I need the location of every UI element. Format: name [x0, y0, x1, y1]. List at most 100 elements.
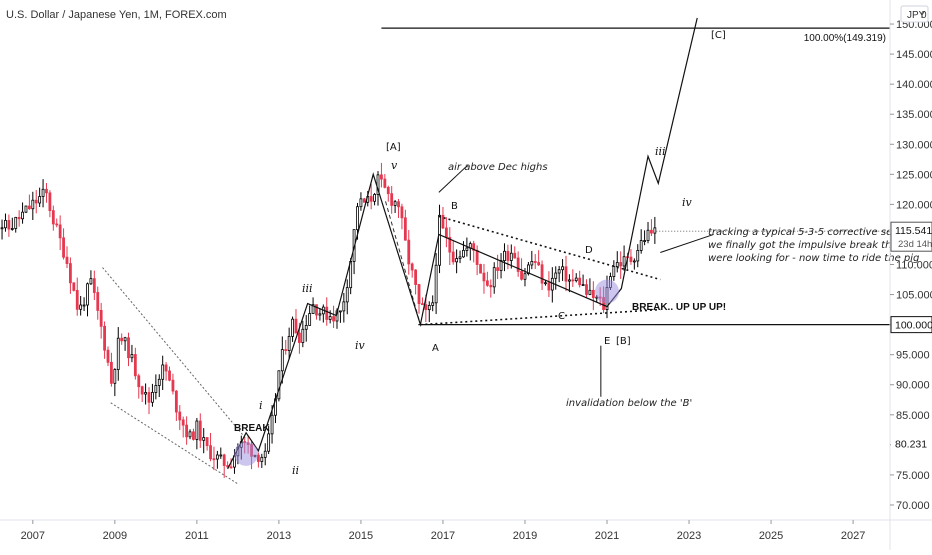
- wave-a-dashed-line: [385, 201, 421, 325]
- candle-body: [161, 364, 165, 380]
- candle-body: [198, 420, 202, 441]
- candle-body: [390, 193, 394, 206]
- candle-body: [509, 252, 513, 261]
- candle-body: [650, 229, 653, 234]
- candle-body: [222, 454, 226, 466]
- candle-body: [205, 437, 209, 447]
- candle-body: [424, 304, 428, 311]
- candle-body: [65, 256, 69, 264]
- elliott-wave-path: [227, 17, 698, 470]
- currency-badge[interactable]: JPY 0: [900, 5, 929, 23]
- price-tick-label: 70.000: [896, 500, 930, 512]
- time-tick-label: 2027: [841, 530, 865, 542]
- candle-body: [427, 305, 431, 311]
- candle-body: [113, 369, 117, 384]
- candle-body: [209, 445, 212, 460]
- candle-body: [178, 411, 182, 421]
- candle-body: [629, 256, 633, 262]
- candle-body: [472, 243, 476, 251]
- time-tick-label: 2017: [431, 530, 455, 542]
- candle-body: [58, 224, 62, 239]
- candle-body: [287, 335, 291, 351]
- candle-body: [485, 280, 489, 286]
- candle-body: [441, 214, 445, 229]
- price-tick-label: 140.000: [896, 79, 932, 91]
- annotation-label: air above Dec highs: [448, 162, 548, 173]
- candle-body: [140, 386, 144, 395]
- time-tick-label: 2025: [759, 530, 783, 542]
- price-tick-label: 120.000: [896, 199, 932, 211]
- candle-body: [298, 332, 301, 343]
- candle-body: [410, 263, 414, 271]
- candle-body: [202, 437, 206, 441]
- annotation-label: v: [391, 159, 398, 172]
- candle-body: [448, 236, 452, 253]
- candle-body: [86, 283, 89, 306]
- candle-body: [564, 266, 568, 282]
- candle-body: [393, 201, 397, 206]
- candle-body: [540, 264, 544, 284]
- annotation-label: iii: [655, 145, 666, 158]
- candle-body: [10, 228, 14, 230]
- candle-body: [438, 214, 441, 266]
- candle-body: [92, 278, 96, 293]
- candle-body: [79, 304, 83, 310]
- candle-body: [414, 269, 418, 285]
- candle-body: [270, 414, 274, 435]
- candle-body: [619, 262, 623, 267]
- candle-body: [31, 199, 35, 210]
- candle-body: [444, 227, 448, 238]
- candle-body: [96, 292, 100, 311]
- candle-body: [215, 454, 219, 460]
- candle-body: [615, 262, 619, 267]
- price-tick-label: 145.000: [896, 49, 932, 61]
- candle-body: [462, 250, 465, 258]
- candle-body: [82, 304, 86, 307]
- candle-body: [585, 284, 588, 295]
- annotation-label: B: [451, 201, 458, 212]
- candle-body: [342, 301, 346, 312]
- break-circle-2021: [595, 279, 620, 304]
- candle-body: [458, 256, 462, 259]
- candle-body: [14, 216, 18, 229]
- level-80-badge: [891, 435, 932, 452]
- candle-body: [516, 257, 520, 272]
- annotation-label: i: [259, 399, 263, 412]
- time-tick-label: 2021: [595, 530, 619, 542]
- candle-body: [41, 188, 45, 197]
- candle-body: [260, 456, 264, 462]
- candle-body: [325, 306, 329, 320]
- candle-body: [496, 267, 500, 271]
- candle-body: [192, 431, 195, 440]
- candle-body: [164, 364, 168, 372]
- time-axis[interactable]: 2007 2009 2011 2013 2015 2017 2019 2021 2023 2025…: [0, 519, 932, 542]
- candle-body: [451, 251, 455, 263]
- candle-body: [400, 206, 404, 219]
- candle-body: [479, 264, 482, 274]
- time-tick-label: 2007: [21, 530, 45, 542]
- candle-body: [147, 392, 151, 403]
- candle-body: [332, 316, 335, 322]
- candle-body: [99, 309, 103, 327]
- candle-body: [345, 287, 349, 303]
- candle-body: [75, 290, 79, 310]
- candle-body: [62, 237, 65, 258]
- channel-lower-line: [110, 402, 239, 485]
- candle-body: [311, 304, 315, 314]
- candle-body: [171, 379, 175, 392]
- candle-body: [475, 249, 479, 265]
- annotation-label: [C]: [711, 30, 726, 41]
- currency-badge-box: [900, 5, 929, 23]
- candle-body: [130, 354, 134, 359]
- candle-body: [263, 450, 267, 458]
- candle-body: [632, 260, 636, 263]
- candle-body: [557, 269, 561, 274]
- price-axis[interactable]: 150.000145.000140.000135.000130.000125.0…: [889, 0, 932, 550]
- candle-body: [21, 211, 24, 220]
- time-tick-label: 2011: [185, 530, 209, 542]
- candle-body: [127, 337, 130, 359]
- candle-body: [4, 220, 7, 229]
